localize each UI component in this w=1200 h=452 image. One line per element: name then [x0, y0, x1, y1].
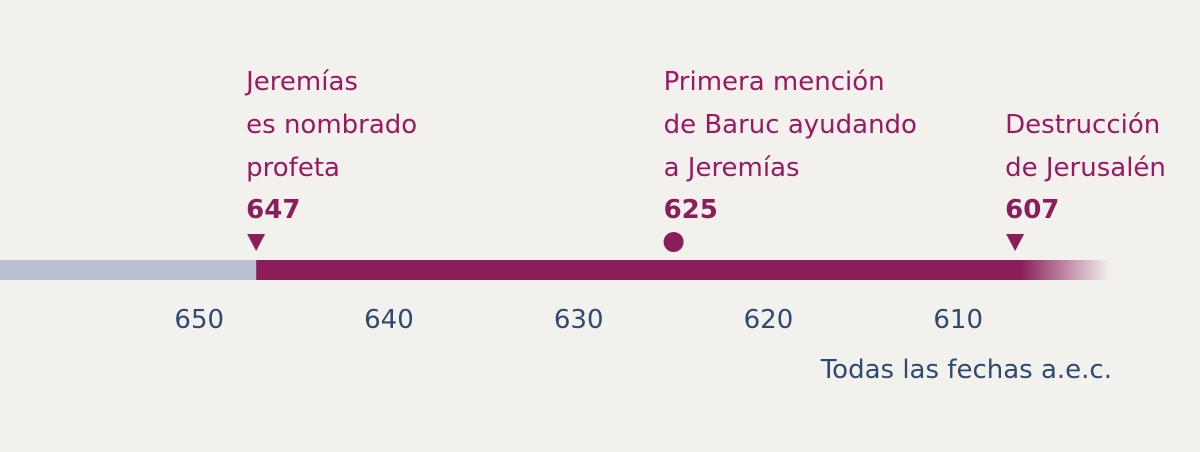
event-year: 607 [1005, 195, 1059, 225]
event-year: 647 [246, 195, 300, 225]
event-marker [1006, 234, 1025, 251]
x-tick-label: 620 [744, 305, 794, 335]
event-label: a Jeremías [664, 153, 800, 183]
event-marker [247, 234, 266, 251]
event-label: es nombrado [246, 110, 417, 140]
period-bar [256, 260, 1021, 280]
note: Todas las fechas a.e.c. [820, 355, 1112, 385]
event-label: de Jerusalén [1005, 153, 1166, 183]
x-tick-label: 610 [933, 305, 983, 335]
x-tick-label: 650 [174, 305, 224, 335]
event-year: 625 [664, 195, 718, 225]
event-label: Jeremías [244, 67, 358, 97]
event-label: profeta [246, 153, 340, 183]
event-marker [663, 232, 684, 252]
event-label: Primera mención [664, 67, 885, 97]
event-label: Destrucción [1005, 110, 1160, 140]
x-tick-label: 640 [364, 305, 414, 335]
event-label: de Baruc ayudando [664, 110, 917, 140]
past-bar [0, 260, 257, 280]
x-tick-label: 630 [554, 305, 604, 335]
period-fade [1020, 260, 1110, 280]
